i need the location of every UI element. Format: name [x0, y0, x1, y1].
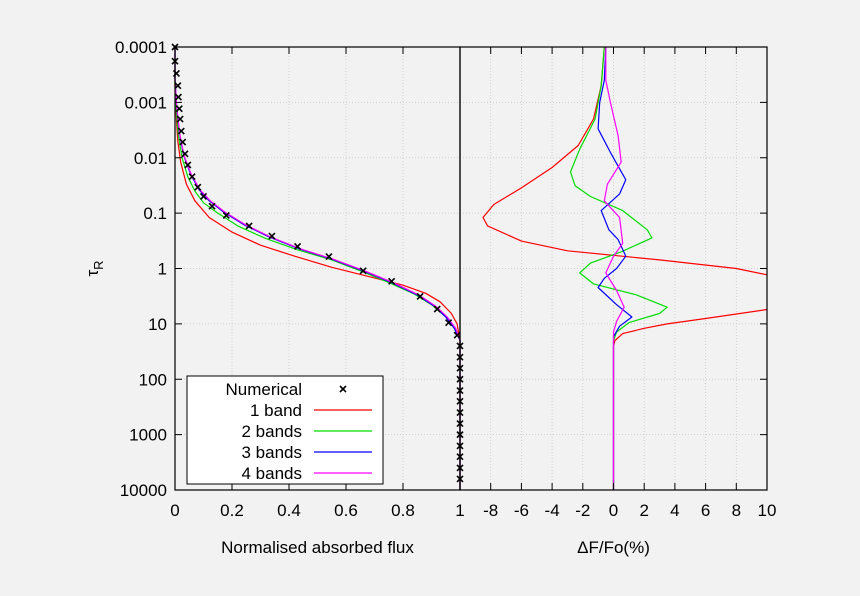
numerical-point-marker	[194, 183, 202, 191]
numerical-point-marker	[433, 305, 441, 313]
y-tick-label: 0.001	[124, 93, 167, 112]
delta-line-2-bands	[569, 47, 668, 490]
numerical-point-marker	[176, 115, 184, 123]
y-tick-label: 1	[158, 260, 167, 279]
x-tick-label: 2	[639, 501, 648, 520]
right-panel-series	[482, 47, 767, 490]
y-axis-title-subscript: R	[91, 260, 106, 269]
marker-stroke	[268, 232, 276, 240]
left-panel-x-axis-title: Normalised absorbed flux	[221, 538, 414, 557]
numerical-point-marker	[184, 161, 192, 169]
y-tick-label: 0.1	[143, 204, 167, 223]
marker-stroke	[433, 305, 441, 313]
legend-label: 2 bands	[242, 422, 303, 441]
legend-label: Numerical	[225, 380, 302, 399]
y-axis-ticks: 0.0001 0.001 0.01 0.1 1 10 100 1000 10000	[115, 38, 767, 500]
marker-stroke	[176, 115, 184, 123]
numerical-point-marker	[177, 127, 185, 135]
x-tick-label: 0.2	[220, 501, 244, 520]
marker-stroke	[174, 93, 182, 101]
x-tick-label: -4	[545, 501, 560, 520]
marker-stroke	[325, 253, 333, 261]
x-tick-label: 4	[670, 501, 679, 520]
numerical-point-marker	[172, 69, 180, 77]
delta-line-3-bands	[597, 47, 633, 490]
marker-stroke	[188, 173, 196, 181]
marker-stroke	[174, 82, 182, 90]
marker-stroke	[359, 267, 367, 275]
delta-line-1-band	[482, 47, 767, 276]
y-axis-title: τR	[83, 260, 106, 276]
marker-stroke	[245, 222, 253, 230]
x-tick-label: 0.4	[277, 501, 301, 520]
numerical-point-marker	[188, 173, 196, 181]
marker-stroke	[388, 277, 396, 285]
y-tick-label: 10000	[120, 481, 167, 500]
x-tick-label: 0.8	[391, 501, 415, 520]
marker-stroke	[175, 105, 183, 113]
numerical-point-marker	[245, 222, 253, 230]
marker-stroke	[208, 202, 216, 210]
x-tick-label: 10	[758, 501, 777, 520]
marker-stroke	[194, 183, 202, 191]
right-panel-ticks: -8 -6 -4 -2 0 2 4 6 8 10	[483, 47, 776, 520]
numerical-point-marker	[445, 319, 453, 327]
right-panel-x-axis-title: ΔF/Fo(%)	[577, 538, 650, 557]
y-tick-label: 100	[139, 370, 167, 389]
numerical-point-marker	[416, 292, 424, 301]
y-tick-label: 1000	[129, 426, 167, 445]
x-tick-label: 1	[455, 501, 464, 520]
numerical-point-marker	[388, 277, 396, 285]
marker-stroke	[199, 192, 208, 201]
numerical-point-marker	[359, 267, 367, 275]
x-tick-label: 0	[609, 501, 618, 520]
x-tick-label: -2	[575, 501, 590, 520]
x-tick-label: 6	[701, 501, 710, 520]
delta-line-4-bands	[603, 47, 625, 490]
marker-stroke	[453, 331, 461, 339]
legend-marker	[339, 385, 347, 393]
legend-label: 3 bands	[242, 443, 303, 462]
delta-line-1-band-lower	[612, 308, 767, 490]
marker-stroke	[445, 319, 453, 327]
legend-label: 1 band	[250, 401, 302, 420]
numerical-point-marker	[293, 242, 302, 251]
legend-label: 4 bands	[242, 464, 303, 483]
numerical-point-marker	[325, 253, 333, 261]
numerical-point-marker	[268, 232, 276, 240]
legend-box	[186, 375, 384, 485]
y-tick-label: 10	[148, 315, 167, 334]
x-tick-label: -8	[483, 501, 498, 520]
numerical-point-marker	[175, 105, 183, 113]
numerical-point-marker	[453, 331, 461, 339]
x-tick-label: 0	[170, 501, 179, 520]
marker-stroke	[222, 211, 230, 219]
x-tick-label: -6	[514, 501, 529, 520]
marker-stroke	[177, 127, 185, 135]
marker-stroke	[293, 242, 302, 251]
x-tick-label: 8	[732, 501, 741, 520]
marker-stroke	[181, 150, 189, 158]
numerical-point-marker	[179, 138, 187, 146]
line-1-band	[174, 47, 461, 490]
legend: Numerical 1 band 2 bands 3 bands 4 bands	[186, 375, 384, 485]
numerical-point-marker	[174, 82, 182, 90]
y-tick-label: 0.01	[134, 149, 167, 168]
numerical-point-marker	[174, 93, 182, 101]
x-tick-label: 0.6	[334, 501, 358, 520]
marker-stroke	[179, 138, 187, 146]
marker-stroke	[184, 161, 192, 169]
numerical-point-marker	[208, 202, 216, 210]
numerical-point-marker	[199, 192, 208, 201]
numerical-point-marker	[222, 211, 230, 219]
left-panel-ticks: 0 0.2 0.4 0.6 0.8 1	[170, 47, 465, 520]
y-tick-label: 0.0001	[115, 38, 167, 57]
y-axis-title-symbol: τ	[83, 270, 102, 277]
numerical-point-marker	[181, 150, 189, 158]
marker-stroke	[416, 292, 424, 301]
